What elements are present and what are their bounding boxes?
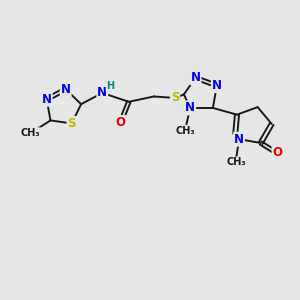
- Text: N: N: [190, 71, 200, 84]
- Text: N: N: [42, 93, 52, 106]
- Text: S: S: [171, 92, 179, 104]
- Text: N: N: [234, 133, 244, 146]
- Text: CH₃: CH₃: [176, 126, 196, 136]
- Text: O: O: [116, 116, 126, 129]
- Text: H: H: [106, 81, 115, 91]
- Text: N: N: [61, 83, 71, 96]
- Text: N: N: [212, 79, 222, 92]
- Text: CH₃: CH₃: [21, 128, 40, 138]
- Text: CH₃: CH₃: [227, 158, 247, 167]
- Text: N: N: [97, 86, 107, 99]
- Text: O: O: [272, 146, 283, 159]
- Text: S: S: [68, 117, 76, 130]
- Text: N: N: [185, 101, 195, 115]
